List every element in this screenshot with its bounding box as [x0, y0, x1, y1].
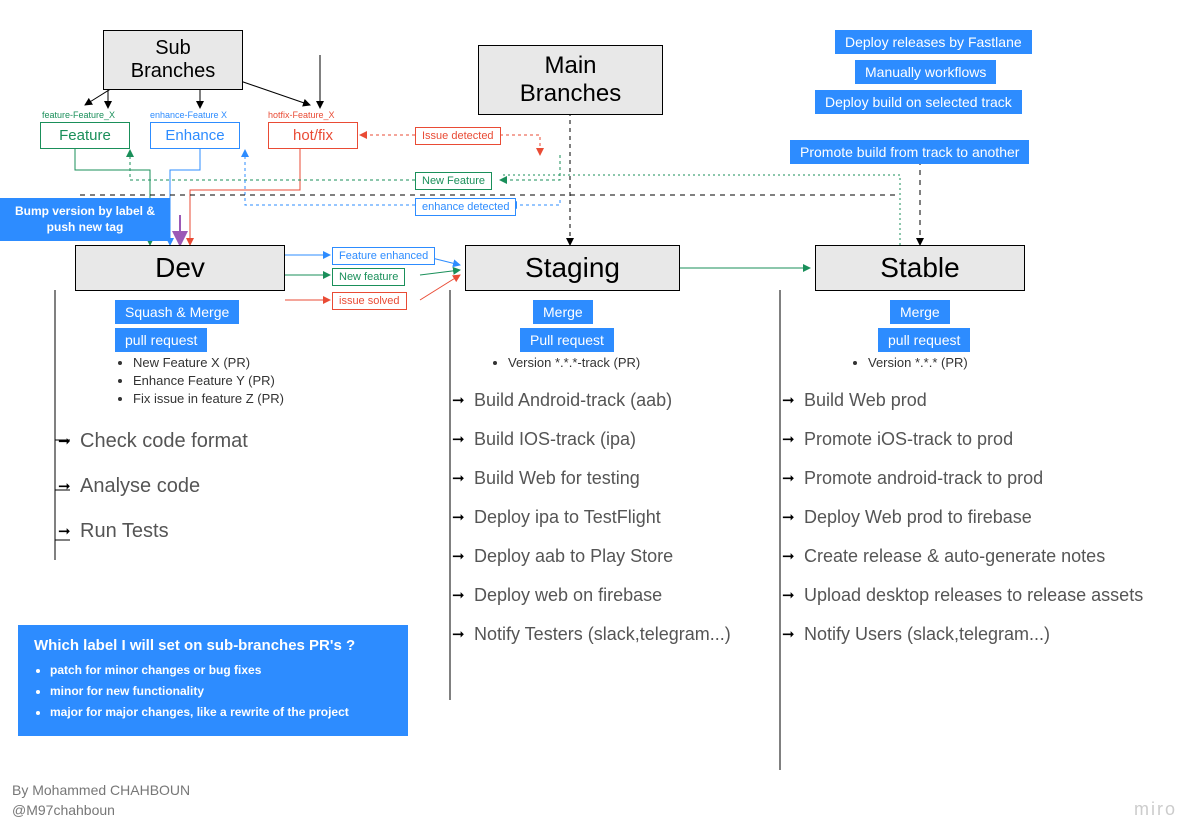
staging-chip-merge: Merge: [533, 300, 593, 324]
miro-watermark: miro: [1134, 799, 1177, 820]
new-feature-node: New Feature: [415, 172, 492, 190]
stable-chip-merge: Merge: [890, 300, 950, 324]
stable-step-5: Upload desktop releases to release asset…: [782, 585, 1143, 606]
enhance-box: Enhance: [150, 122, 240, 149]
new-feature-mid-node: New feature: [332, 268, 405, 286]
dev-step-1: Analyse code: [58, 475, 248, 498]
dev-bullets: New Feature X (PR) Enhance Feature Y (PR…: [115, 355, 284, 409]
dev-step-2: Run Tests: [58, 520, 248, 543]
fastlane-chip-1: Manually workflows: [855, 60, 996, 84]
stable-label: Stable: [880, 252, 959, 284]
main-branches-header: Main Branches: [478, 45, 663, 115]
staging-step-5: Deploy web on firebase: [452, 585, 731, 606]
staging-step-6: Notify Testers (slack,telegram...): [452, 624, 731, 645]
fastlane-chip-0: Deploy releases by Fastlane: [835, 30, 1032, 54]
stable-bullets: Version *.*.* (PR): [850, 355, 968, 373]
credit-line1: By Mohammed CHAHBOUN: [12, 782, 190, 798]
dev-bullet-0: New Feature X (PR): [133, 355, 284, 370]
staging-steps: Build Android-track (aab) Build IOS-trac…: [452, 390, 731, 663]
staging-step-1: Build IOS-track (ipa): [452, 429, 731, 450]
staging-label: Staging: [525, 252, 620, 284]
info-box-title: Which label I will set on sub-branches P…: [34, 637, 392, 654]
dev-bullet-2: Fix issue in feature Z (PR): [133, 391, 284, 406]
dev-chip-pr: pull request: [115, 328, 207, 352]
enhance-detected-node: enhance detected: [415, 198, 516, 216]
hotfix-box: hot/fix: [268, 122, 358, 149]
bump-version-box: Bump version by label & push new tag: [0, 198, 170, 241]
sub-branches-label: Sub Branches: [118, 37, 228, 83]
stable-steps: Build Web prod Promote iOS-track to prod…: [782, 390, 1143, 663]
staging-step-4: Deploy aab to Play Store: [452, 546, 731, 567]
dev-chip-squash: Squash & Merge: [115, 300, 239, 324]
enhance-label: Enhance: [165, 127, 224, 144]
feature-label: Feature: [59, 127, 111, 144]
fastlane-chip-2: Deploy build on selected track: [815, 90, 1022, 114]
stable-chip-pr: pull request: [878, 328, 970, 352]
dev-label: Dev: [155, 252, 205, 284]
main-branches-label: Main Branches: [493, 52, 648, 108]
stable-step-0: Build Web prod: [782, 390, 1143, 411]
stable-step-1: Promote iOS-track to prod: [782, 429, 1143, 450]
dev-bullet-1: Enhance Feature Y (PR): [133, 373, 284, 388]
feature-prefix: feature-Feature_X: [42, 110, 115, 120]
hotfix-prefix: hotfix-Feature_X: [268, 110, 335, 120]
staging-step-2: Build Web for testing: [452, 468, 731, 489]
dev-step-0: Check code format: [58, 430, 248, 453]
stable-step-2: Promote android-track to prod: [782, 468, 1143, 489]
stable-box: Stable: [815, 245, 1025, 291]
dev-steps: Check code format Analyse code Run Tests: [58, 430, 248, 565]
staging-chip-pr: Pull request: [520, 328, 614, 352]
info-item-2: major for major changes, like a rewrite …: [50, 704, 392, 721]
staging-box: Staging: [465, 245, 680, 291]
info-item-0: patch for minor changes or bug fixes: [50, 662, 392, 679]
stable-step-4: Create release & auto-generate notes: [782, 546, 1143, 567]
issue-solved-node: issue solved: [332, 292, 407, 310]
hotfix-label: hot/fix: [293, 127, 333, 144]
stable-bullet-0: Version *.*.* (PR): [868, 355, 968, 370]
issue-detected-node: Issue detected: [415, 127, 501, 145]
staging-step-3: Deploy ipa to TestFlight: [452, 507, 731, 528]
credit-line2: @M97chahboun: [12, 802, 115, 818]
fastlane-chip-3: Promote build from track to another: [790, 140, 1029, 164]
sub-branches-header: Sub Branches: [103, 30, 243, 90]
label-info-box: Which label I will set on sub-branches P…: [18, 625, 408, 736]
staging-bullet-0: Version *.*.*-track (PR): [508, 355, 640, 370]
info-item-1: minor for new functionality: [50, 683, 392, 700]
dev-box: Dev: [75, 245, 285, 291]
stable-step-6: Notify Users (slack,telegram...): [782, 624, 1143, 645]
staging-step-0: Build Android-track (aab): [452, 390, 731, 411]
staging-bullets: Version *.*.*-track (PR): [490, 355, 640, 373]
enhance-prefix: enhance-Feature X: [150, 110, 227, 120]
feature-box: Feature: [40, 122, 130, 149]
stable-step-3: Deploy Web prod to firebase: [782, 507, 1143, 528]
feature-enhanced-node: Feature enhanced: [332, 247, 435, 265]
